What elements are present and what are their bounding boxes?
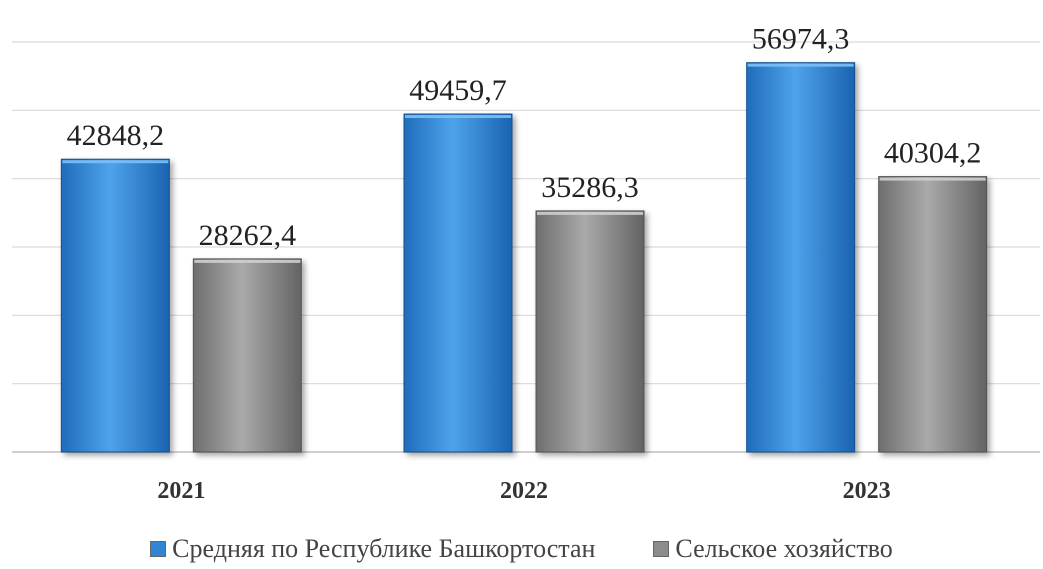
bar-blue-2023 xyxy=(746,62,856,453)
legend-label: Средняя по Республике Башкортостан xyxy=(172,534,596,563)
bar-top-highlight xyxy=(405,115,511,119)
data-label: 40304,2 xyxy=(884,137,982,170)
category-label-2023: 2023 xyxy=(843,478,891,504)
legend-item-series-2: Сельское хозяйство xyxy=(653,534,893,564)
bar-gray-2022 xyxy=(535,210,645,453)
bar-blue-2022 xyxy=(403,113,513,453)
legend-label: Сельское хозяйство xyxy=(675,534,893,563)
category-label-2021: 2021 xyxy=(157,478,205,504)
gridlines xyxy=(12,41,1040,453)
bar-top-highlight xyxy=(194,259,301,263)
category-label-2022: 2022 xyxy=(500,478,548,504)
data-labels: 42848,2 28262,4 49459,7 35286,3 56974,3 40304… xyxy=(67,23,982,252)
data-label: 56974,3 xyxy=(752,23,850,56)
legend-item-series-1: Средняя по Республике Башкортостан xyxy=(150,534,595,564)
bar-gray-2021 xyxy=(192,258,302,453)
data-label: 49459,7 xyxy=(409,74,507,107)
bar-top-highlight xyxy=(537,211,643,215)
bar-blue-2021 xyxy=(60,158,170,453)
bar-gray-2023 xyxy=(878,176,988,453)
legend-swatch-gray xyxy=(653,541,670,557)
data-label: 35286,3 xyxy=(541,171,639,204)
legend-swatch-blue xyxy=(150,541,167,557)
legend: Средняя по Республике Башкортостан Сельс… xyxy=(0,531,1043,567)
bars xyxy=(60,62,988,453)
data-label: 42848,2 xyxy=(67,119,165,152)
category-axis: 2021 2022 2023 xyxy=(157,478,890,504)
bar-top-highlight xyxy=(747,63,854,67)
bar-top-highlight xyxy=(62,160,169,164)
bar-top-highlight xyxy=(879,177,986,181)
data-label: 28262,4 xyxy=(199,219,297,252)
